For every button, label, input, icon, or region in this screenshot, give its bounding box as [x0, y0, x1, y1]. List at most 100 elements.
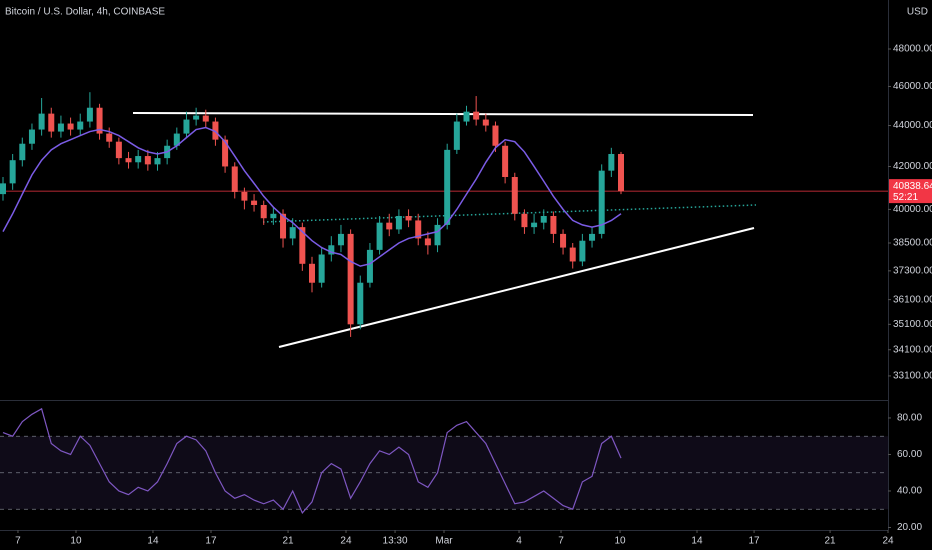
- candle-body: [38, 113, 45, 130]
- candle-body: [173, 133, 180, 146]
- rsi-tick-label: 40.00: [897, 486, 922, 497]
- time-tick-label: 14: [147, 536, 159, 547]
- candle-body: [444, 149, 451, 225]
- candle-body: [347, 233, 354, 325]
- candle-body: [550, 215, 557, 234]
- candle-body: [144, 156, 151, 165]
- rsi-line: [2, 407, 622, 514]
- moving-average-line: [2, 126, 622, 267]
- time-tick-label: 17: [205, 536, 217, 547]
- symbol-title: Bitcoin / U.S. Dollar, 4h, COINBASE: [5, 7, 165, 18]
- price-tick-label: 38500.00: [893, 238, 932, 249]
- candle-body: [482, 119, 489, 126]
- candle-body: [531, 222, 538, 228]
- candle-body: [357, 282, 364, 325]
- price-tick-label: 34100.00: [893, 344, 932, 355]
- candle-body: [521, 213, 528, 228]
- candle-body: [222, 139, 229, 167]
- price-tick-label: 40000.00: [893, 204, 932, 215]
- rsi-tick-label: 60.00: [897, 449, 922, 460]
- support-trendline: [278, 227, 755, 348]
- resistance-trendline: [132, 112, 754, 116]
- candle-body: [318, 254, 325, 283]
- candle-body: [260, 204, 267, 219]
- candle-body: [154, 158, 161, 165]
- time-tick-label: 4: [516, 536, 522, 547]
- candle-body: [77, 121, 84, 130]
- candle-body: [96, 107, 103, 134]
- candle-body: [473, 111, 480, 120]
- time-tick-label: 24: [882, 536, 894, 547]
- candle-body: [19, 143, 26, 161]
- candle-body: [106, 133, 113, 142]
- candle-body: [9, 160, 16, 184]
- rsi-tick-label: 20.00: [897, 522, 922, 533]
- candle-body: [193, 115, 200, 120]
- candle-body: [241, 191, 248, 201]
- price-tick-label: 44000.00: [893, 120, 932, 131]
- time-tick-label: 10: [614, 536, 626, 547]
- countdown-label: 52:21: [893, 192, 918, 203]
- candle-body: [212, 121, 219, 140]
- candle-body: [405, 215, 412, 221]
- candle-body: [280, 213, 287, 239]
- candle-body: [434, 224, 441, 246]
- candle-body: [502, 145, 509, 177]
- candle-body: [560, 233, 567, 248]
- candle-body: [608, 153, 615, 171]
- candle-body: [579, 240, 586, 262]
- price-tick-label: 35100.00: [893, 319, 932, 330]
- candle-body: [270, 213, 277, 219]
- rsi-tick-label: 80.00: [897, 413, 922, 424]
- time-tick-label: 7: [558, 536, 564, 547]
- candle-body: [511, 176, 518, 214]
- time-tick-label: Mar: [435, 536, 453, 547]
- candle-body: [424, 238, 431, 246]
- price-tick-label: 42000.00: [893, 161, 932, 172]
- time-tick-label: 13:30: [383, 536, 408, 547]
- time-tick-label: 7: [15, 536, 21, 547]
- candle-body: [376, 222, 383, 250]
- candle-body: [337, 233, 344, 246]
- price-tick-label: 37300.00: [893, 265, 932, 276]
- candle-body: [415, 220, 422, 239]
- candle-body: [569, 247, 576, 262]
- time-tick-label: 21: [824, 536, 836, 547]
- time-tick-label: 10: [70, 536, 82, 547]
- candle-body: [598, 170, 605, 234]
- candle-body: [299, 227, 306, 264]
- candle-body: [453, 121, 460, 150]
- time-tick-label: 17: [749, 536, 761, 547]
- candle-body: [289, 227, 296, 239]
- candle-body: [251, 200, 258, 205]
- price-tick-label: 33100.00: [893, 371, 932, 382]
- candle-body: [28, 129, 35, 144]
- candle-body: [183, 119, 190, 134]
- candle-body: [308, 263, 315, 283]
- price-tick-label: 46000.00: [893, 81, 932, 92]
- candle-body: [67, 123, 74, 130]
- currency-label: USD: [907, 7, 928, 18]
- candle-body: [463, 111, 470, 122]
- candle-body: [202, 115, 209, 122]
- candle-body: [540, 215, 547, 223]
- price-tick-label: 48000.00: [893, 44, 932, 55]
- candle-body: [48, 113, 55, 132]
- last-price-label: 40838.64: [893, 181, 932, 192]
- candle-body: [86, 107, 93, 122]
- candle-body: [395, 215, 402, 230]
- time-tick-label: 24: [340, 536, 352, 547]
- candle-body: [618, 153, 625, 192]
- last-price-box: [889, 179, 932, 204]
- candle-body: [386, 222, 393, 230]
- price-tick-label: 36100.00: [893, 294, 932, 305]
- candle-body: [492, 125, 499, 146]
- time-tick-label: 21: [282, 536, 294, 547]
- time-tick-label: 14: [691, 536, 703, 547]
- candle-body: [0, 183, 6, 195]
- candle-body: [366, 249, 373, 283]
- candle-body: [125, 158, 132, 163]
- candle-body: [231, 166, 238, 192]
